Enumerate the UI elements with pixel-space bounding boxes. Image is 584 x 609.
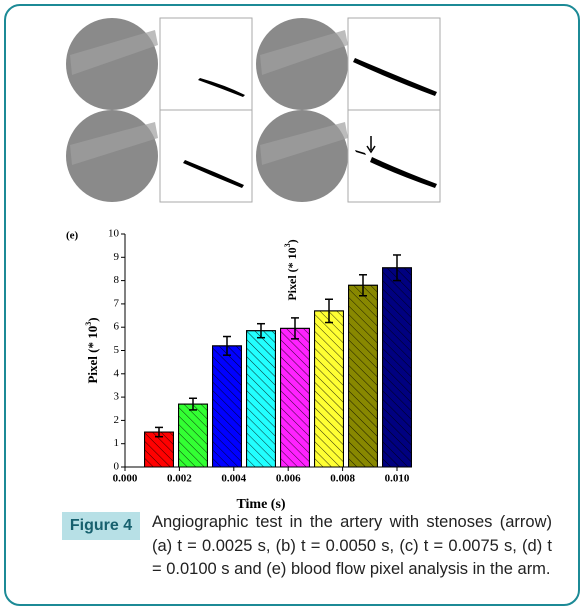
error-bar (325, 298, 333, 324)
bar-hatch (348, 284, 378, 468)
bar-hatch (280, 327, 310, 468)
bar-hatch (382, 267, 412, 468)
error-bar (291, 317, 299, 340)
y-tick-label: 8 (114, 274, 120, 286)
panel-label: (c) (257, 19, 270, 31)
label-part: 3 (84, 322, 93, 326)
error-bar (393, 254, 401, 282)
bar-hatch (246, 330, 276, 468)
annotation: Pixel (* 103) (283, 239, 299, 300)
error-bar (257, 322, 265, 339)
y-axis-label: Pixel (* 103) (84, 317, 100, 383)
error-bar (189, 397, 197, 411)
label-part: ) (85, 317, 100, 321)
y-tick-label: 10 (108, 228, 120, 240)
x-tick-label: 0.000 (113, 473, 138, 485)
caption: Angiographic test in the artery with ste… (152, 513, 552, 578)
label-part: Pixel (* 10 (285, 247, 299, 300)
bar-hatch (212, 345, 242, 468)
error-bar (223, 335, 231, 356)
panel-label: (a) (66, 19, 79, 31)
y-tick-label: 5 (114, 344, 120, 356)
frame (4, 4, 580, 606)
error-bar (155, 426, 163, 438)
panel-label: (b) (66, 111, 80, 123)
y-tick-label: 6 (114, 321, 120, 333)
y-tick-label: 0 (114, 461, 120, 473)
figure-label: Figure 4 (62, 512, 140, 540)
x-tick-label: 0.008 (330, 473, 355, 485)
image-panels (64, 17, 441, 203)
y-tick-label: 4 (114, 367, 120, 379)
y-tick-label: 1 (114, 437, 120, 449)
bar-hatch (178, 403, 208, 468)
bar-hatch (314, 310, 344, 468)
label-part: 3 (283, 243, 292, 247)
x-tick-label: 0.010 (385, 473, 410, 485)
label-part: ) (285, 239, 299, 243)
panel-label: (e) (66, 230, 79, 242)
x-axis-label: Time (s) (236, 497, 285, 512)
x-tick-label: 0.002 (167, 473, 192, 485)
panel-label: (d) (257, 111, 271, 123)
x-tick-label: 0.004 (221, 473, 246, 485)
error-bar (359, 274, 367, 297)
y-tick-label: 2 (114, 414, 120, 426)
y-tick-label: 9 (114, 251, 120, 263)
y-tick-label: 7 (114, 297, 120, 309)
label-part: Pixel (* 10 (85, 326, 100, 384)
y-tick-label: 3 (114, 391, 120, 403)
x-tick-label: 0.006 (276, 473, 301, 485)
